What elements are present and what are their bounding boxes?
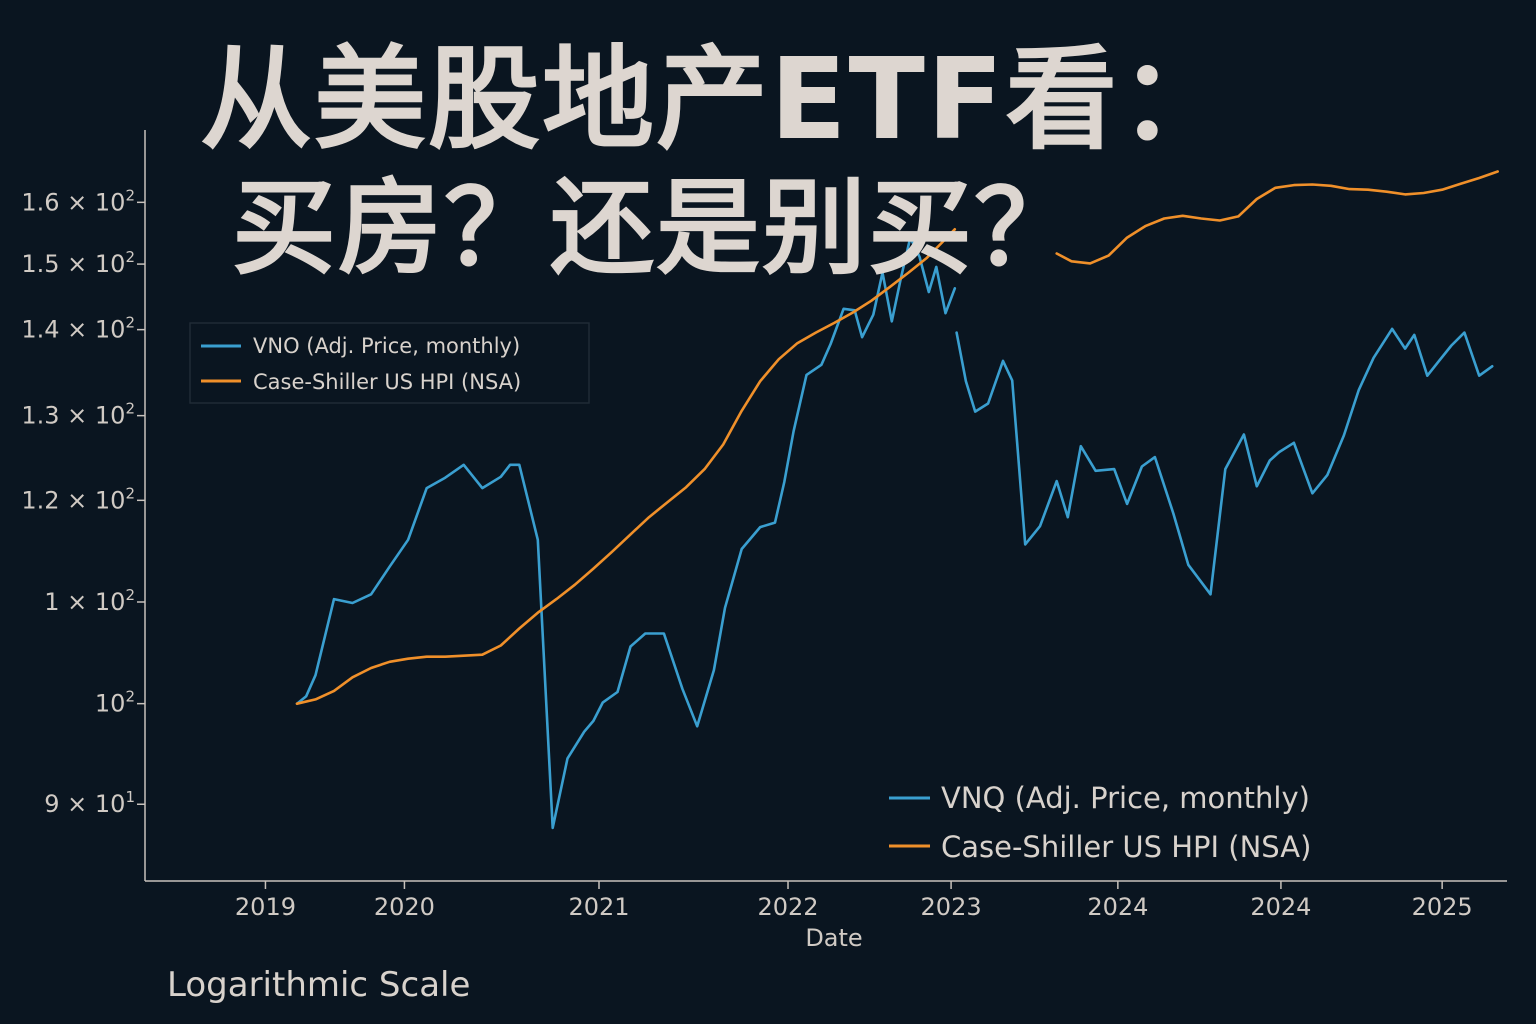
y-tick-base: 1 × 10 bbox=[44, 588, 125, 616]
x-axis-label: Date bbox=[805, 924, 862, 952]
axes bbox=[144, 130, 1507, 882]
legend-lower-hpi-label: Case-Shiller US HPI (NSA) bbox=[941, 830, 1311, 864]
title-line-2: 买房？还是别买？ bbox=[232, 167, 1081, 289]
y-tick-base: 10 bbox=[95, 690, 126, 718]
hpi-line-segment bbox=[295, 228, 957, 706]
y-tick-label: 1.5 × 102 bbox=[21, 248, 135, 278]
x-tick-label: 2021 bbox=[568, 893, 629, 921]
y-tick-exponent: 2 bbox=[125, 688, 135, 706]
series-layer bbox=[295, 170, 1499, 830]
y-tick-exponent: 1 bbox=[125, 788, 135, 806]
y-tick-label: 1.3 × 102 bbox=[21, 400, 135, 430]
legend-lower-vnq-label: VNQ (Adj. Price, monthly) bbox=[941, 781, 1310, 815]
legend-upper-hpi-label: Case-Shiller US HPI (NSA) bbox=[253, 370, 521, 394]
y-tick-label: 9 × 101 bbox=[44, 788, 135, 818]
x-tick-label: 2019 bbox=[235, 893, 296, 921]
x-tick-label: 2024 bbox=[1087, 893, 1148, 921]
vnq-line-segment bbox=[955, 327, 1494, 596]
series-vnq bbox=[295, 236, 1494, 830]
y-tick-base: 9 × 10 bbox=[44, 790, 125, 818]
series-hpi bbox=[295, 170, 1499, 706]
legend-upper-vnq-label: VNO (Adj. Price, monthly) bbox=[253, 334, 520, 358]
x-tick-label: 2022 bbox=[757, 893, 818, 921]
y-tick-exponent: 2 bbox=[125, 186, 135, 204]
y-tick-label: 102 bbox=[95, 688, 135, 718]
y-tick-exponent: 2 bbox=[125, 484, 135, 502]
y-tick-exponent: 2 bbox=[125, 248, 135, 266]
y-tick-label: 1.4 × 102 bbox=[21, 314, 135, 344]
y-tick-exponent: 2 bbox=[125, 586, 135, 604]
scale-note: Logarithmic Scale bbox=[167, 965, 470, 1005]
y-tick-base: 1.4 × 10 bbox=[21, 316, 125, 344]
y-tick-exponent: 2 bbox=[125, 314, 135, 332]
legend-lower: VNQ (Adj. Price, monthly) Case-Shiller U… bbox=[889, 781, 1311, 864]
x-tick-label: 2023 bbox=[921, 893, 982, 921]
y-tick-label: 1.6 × 102 bbox=[21, 186, 135, 216]
x-tick-label: 2025 bbox=[1412, 893, 1473, 921]
x-tick-label: 2024 bbox=[1250, 893, 1311, 921]
y-tick-label: 1 × 102 bbox=[44, 586, 135, 616]
y-tick-base: 1.3 × 10 bbox=[21, 402, 125, 430]
y-tick-label: 1.2 × 102 bbox=[21, 484, 135, 514]
y-tick-base: 1.2 × 10 bbox=[21, 486, 125, 514]
y-tick-exponent: 2 bbox=[125, 400, 135, 418]
y-tick-base: 1.5 × 10 bbox=[21, 250, 125, 278]
title-line-1: 从美股地产ETF看： bbox=[200, 35, 1234, 165]
y-tick-base: 1.6 × 10 bbox=[21, 188, 125, 216]
hpi-line-segment bbox=[1055, 170, 1499, 265]
legend-upper-frame bbox=[189, 322, 590, 404]
x-ticks: 2019 2020 2021 2022 2023 2024 2024 2025 bbox=[235, 881, 1473, 921]
vnq-line-segment bbox=[295, 236, 957, 830]
legend-upper: VNO (Adj. Price, monthly) Case-Shiller U… bbox=[189, 322, 590, 404]
x-tick-label: 2020 bbox=[374, 893, 435, 921]
